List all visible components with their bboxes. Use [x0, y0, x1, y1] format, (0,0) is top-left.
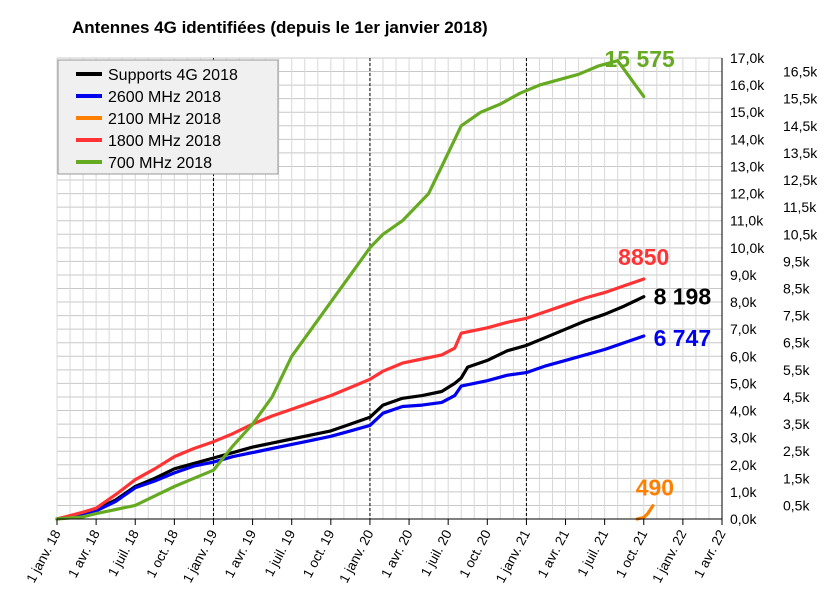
y-left-tick-label: 4,0k	[730, 403, 757, 419]
y-right-tick-label: 4,5k	[783, 389, 810, 405]
y-left-tick-label: 6,0k	[730, 348, 757, 364]
y-right-tick-label: 11,5k	[783, 199, 817, 215]
series-line	[635, 504, 655, 521]
x-tick-label: 1 avr. 18	[65, 527, 103, 580]
series-line	[55, 334, 646, 521]
y-left-tick-label: 9,0k	[730, 267, 757, 283]
y-left-tick-label: 15,0k	[730, 104, 765, 120]
x-tick-label: 1 janv. 18	[23, 527, 63, 585]
series-end-label: 6 747	[654, 325, 712, 351]
legend-label: 2600 MHz 2018	[108, 89, 221, 106]
y-right-tick-label: 10,5k	[783, 226, 818, 242]
series-line	[55, 59, 646, 521]
y-left-tick-label: 8,0k	[730, 294, 757, 310]
series-line	[55, 295, 646, 521]
y-right-tick-label: 7,5k	[783, 308, 810, 324]
y-left-tick-label: 12,0k	[730, 186, 765, 202]
y-right-tick-label: 12,5k	[783, 172, 818, 188]
y-left-tick-label: 0,0k	[730, 511, 757, 527]
series-end-label: 15 575	[604, 46, 675, 72]
legend-label: 2100 MHz 2018	[108, 111, 221, 128]
y-right-tick-label: 16,5k	[783, 64, 818, 80]
series-end-label: 490	[636, 475, 674, 501]
series-lines	[55, 59, 655, 521]
y-left-tick-label: 2,0k	[730, 457, 757, 473]
legend: Supports 4G 2018 2600 MHz 2018 2100 MHz 20…	[57, 59, 279, 175]
x-tick-label: 1 oct. 18	[143, 527, 181, 580]
legend-label: Supports 4G 2018	[108, 67, 238, 84]
y-right-tick-label: 5,5k	[783, 362, 810, 378]
y-left-tick-label: 14,0k	[730, 131, 765, 147]
legend-label: 700 MHz 2018	[108, 155, 212, 172]
y-right-tick-label: 0,5k	[783, 497, 810, 513]
x-tick-label: 1 janv. 21	[493, 527, 533, 585]
y-right-tick-label: 2,5k	[783, 443, 810, 459]
y-left-tick-label: 16,0k	[730, 77, 765, 93]
x-tick-label: 1 janv. 20	[336, 527, 376, 585]
y-right-tick-label: 8,5k	[783, 281, 810, 297]
y-left-tick-label: 5,0k	[730, 375, 757, 391]
x-ticks: 1 janv. 18 1 avr. 18 1 juil. 18 1 oct. 181 …	[23, 527, 728, 585]
x-tick-label: 1 juil. 19	[261, 527, 298, 578]
y-right-tick-label: 15,5k	[783, 91, 818, 107]
y-left-tick-label: 13,0k	[730, 158, 765, 174]
legend-label: 1800 MHz 2018	[108, 133, 221, 150]
x-tick-label: 1 janv. 22	[649, 527, 689, 585]
y-left-tick-label: 17,0k	[730, 50, 765, 66]
y-left-tick-label: 7,0k	[730, 321, 757, 337]
x-tick-label: 1 juil. 18	[105, 527, 142, 578]
axes	[56, 58, 723, 525]
y-right-tick-label: 6,5k	[783, 335, 810, 351]
grid	[56, 57, 723, 520]
y-right-tick-label: 9,5k	[783, 253, 810, 269]
y-right-tick-label: 13,5k	[783, 145, 818, 161]
y-right-tick-label: 14,5k	[783, 118, 818, 134]
y-right-tick-label: 3,5k	[783, 416, 810, 432]
x-tick-label: 1 oct. 21	[613, 527, 651, 580]
x-tick-label: 1 juil. 20	[418, 527, 455, 578]
y-right-tick-label: 1,5k	[783, 470, 810, 486]
x-tick-label: 1 juil. 21	[574, 527, 611, 578]
chart-title: Antennes 4G identifiées (depuis le 1er j…	[72, 18, 488, 37]
y-left-tick-label: 3,0k	[730, 430, 757, 446]
x-tick-label: 1 oct. 19	[300, 527, 338, 580]
series-end-label: 8850	[618, 244, 669, 270]
y-left-tick-label: 11,0k	[730, 213, 764, 229]
x-tick-label: 1 oct. 20	[456, 527, 494, 580]
y-left-ticks: 0,0k 1,0k 2,0k 3,0k 4,0k 5,0k 6,0k 7,0k 8,0k 9,0k…	[730, 50, 765, 527]
y-right-ticks: 0,5k 1,5k 2,5k 3,5k 4,5k 5,5k 6,5k 7,5k 8,5k 9,5k…	[783, 64, 818, 514]
y-left-tick-label: 1,0k	[730, 484, 757, 500]
end-labels: 8 198 6 747 490 8850 15 575	[604, 46, 711, 501]
y-left-tick-label: 10,0k	[730, 240, 765, 256]
x-tick-label: 1 avr. 20	[378, 527, 416, 580]
x-tick-label: 1 janv. 19	[180, 527, 220, 585]
x-tick-label: 1 avr. 21	[535, 527, 573, 580]
x-tick-label: 1 avr. 19	[222, 527, 260, 580]
series-end-label: 8 198	[654, 284, 712, 310]
series-line	[55, 277, 646, 521]
x-tick-label: 1 avr. 22	[691, 527, 729, 580]
